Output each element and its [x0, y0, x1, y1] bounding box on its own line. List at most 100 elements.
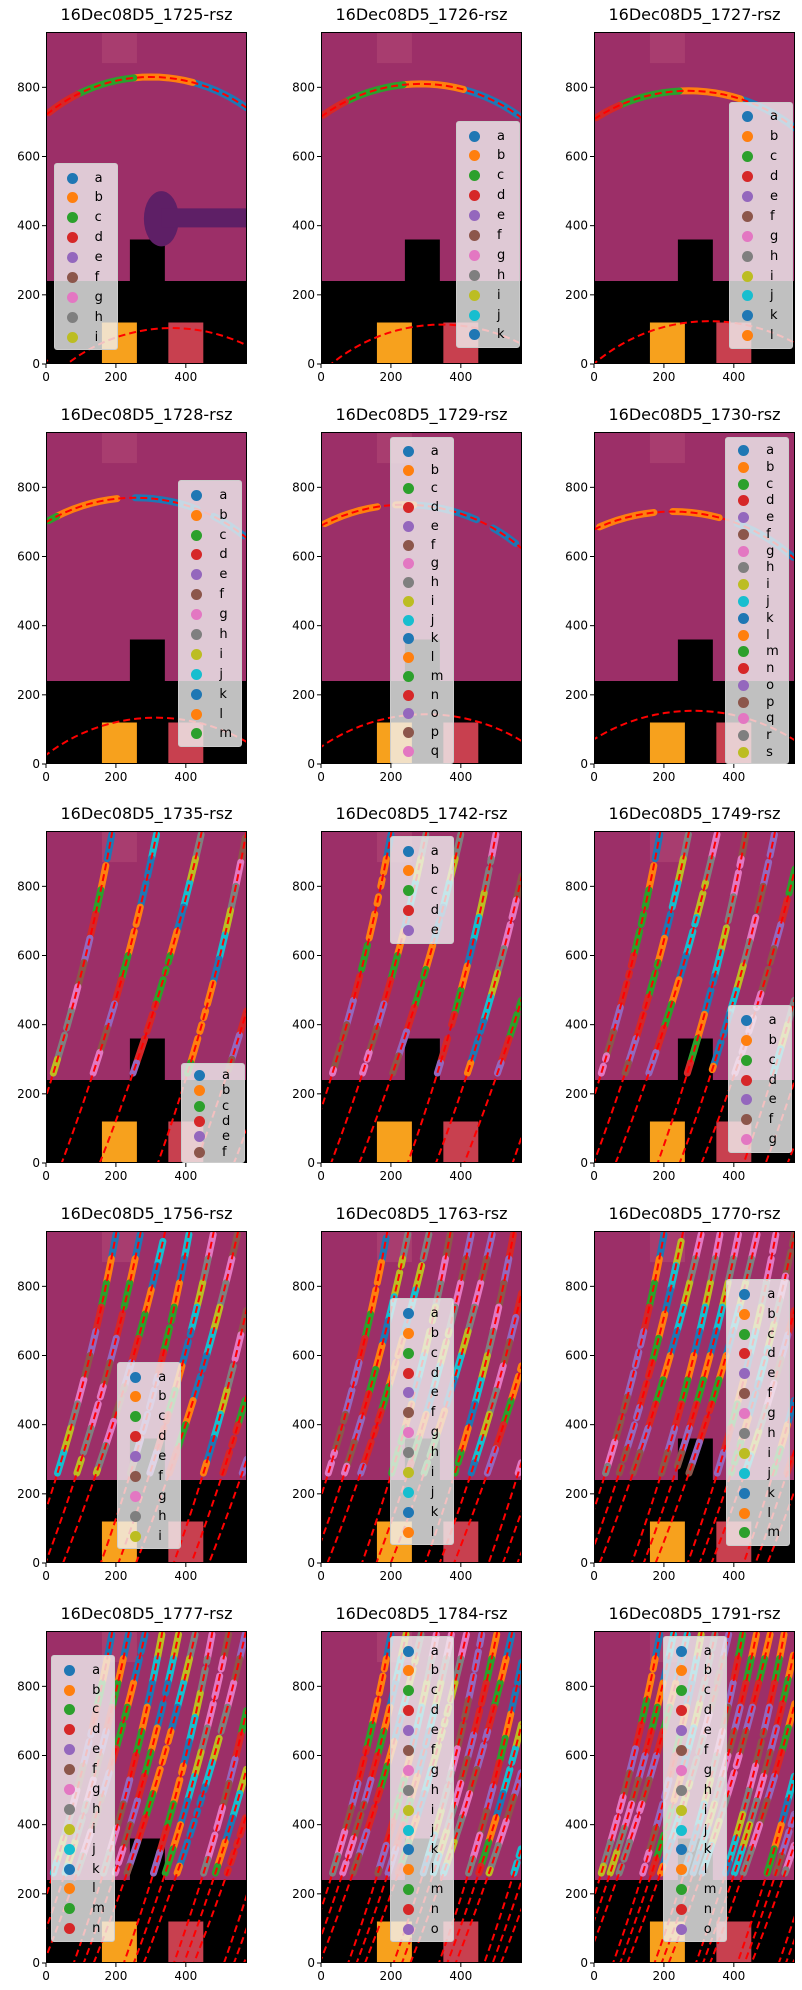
fit-line	[172, 1303, 247, 1563]
axes-frame	[321, 32, 522, 364]
legend-marker	[64, 1803, 76, 1815]
legend-item: a	[664, 1641, 726, 1661]
legend-item: e	[730, 187, 792, 207]
legend-item: i	[179, 644, 241, 664]
x-tick-label: 0	[42, 1569, 50, 1583]
legend-label: h	[94, 309, 103, 325]
legend-item: n	[726, 660, 788, 677]
legend-item: a	[179, 485, 241, 505]
y-tick-label: 200	[292, 1087, 315, 1101]
legend-label: h	[219, 627, 228, 643]
legend-item: n	[391, 1900, 453, 1920]
y-tick-label: 800	[292, 879, 315, 893]
x-tick-label: 400	[174, 1569, 197, 1583]
legend-label: j	[496, 307, 501, 323]
legend-item: h	[391, 1443, 453, 1463]
fit-line	[172, 1704, 247, 1963]
y-tick-label: 600	[292, 150, 315, 164]
legend-label: i	[430, 1465, 435, 1481]
legend-marker	[739, 1408, 751, 1420]
legend-marker	[64, 1923, 76, 1935]
legend-marker	[191, 629, 203, 641]
legend-label: a	[219, 487, 228, 503]
legend-marker	[739, 1288, 751, 1300]
legend-item: d	[391, 1363, 453, 1383]
legend-label: k	[766, 610, 774, 626]
legend-label: k	[769, 308, 778, 324]
legend-marker	[402, 845, 414, 857]
legend-label: e	[92, 1742, 101, 1758]
legend-marker	[402, 1467, 414, 1479]
legend-marker	[402, 1506, 414, 1518]
legend-marker	[402, 652, 414, 664]
x-tick-label: 400	[722, 1969, 745, 1983]
y-tick-label: 200	[292, 688, 315, 702]
legend-label: o	[766, 677, 775, 693]
legend-label: k	[430, 1842, 439, 1858]
y-tick-label: 600	[565, 1749, 588, 1763]
axes-frame	[594, 1231, 795, 1563]
legend-item: j	[457, 305, 519, 325]
legend-marker	[741, 131, 753, 143]
legend-marker	[738, 747, 750, 759]
y-tick-label: 200	[565, 1887, 588, 1901]
legend-item: h	[391, 573, 453, 592]
legend-label: l	[766, 627, 770, 643]
legend-marker	[738, 528, 750, 540]
legend-marker	[130, 1391, 142, 1403]
y-tick-label: 0	[32, 357, 40, 371]
x-tick-label: 200	[104, 770, 127, 784]
x-tick-label: 200	[652, 370, 675, 384]
legend-item: b	[182, 1083, 244, 1098]
x-tick-label: 0	[42, 370, 50, 384]
x-tick-label: 0	[317, 1169, 325, 1183]
legend-marker	[402, 727, 414, 739]
legend-label: f	[766, 526, 771, 542]
legend-item: e	[182, 1129, 244, 1144]
legend-marker	[738, 663, 750, 675]
fit-line	[594, 831, 691, 1163]
legend-item: i	[52, 1819, 114, 1839]
legend-item: f	[726, 526, 788, 543]
legend-label: i	[219, 646, 224, 662]
legend-marker	[64, 1684, 76, 1696]
legend-label: j	[430, 612, 435, 628]
legend-marker	[741, 290, 753, 302]
legend-marker	[402, 1407, 414, 1419]
legend-label: a	[94, 170, 103, 186]
y-tick-label: 600	[17, 949, 40, 963]
legend-marker	[193, 1131, 205, 1143]
legend-item: j	[391, 1820, 453, 1840]
legend-item: k	[179, 684, 241, 704]
legend-item: k	[391, 1502, 453, 1522]
legend-item: g	[179, 605, 241, 625]
legend-marker	[402, 1526, 414, 1538]
legend-label: d	[496, 188, 506, 204]
legend-item: i	[727, 1443, 789, 1463]
legend-label: d	[703, 1703, 712, 1719]
legend-marker	[64, 1903, 76, 1915]
legend-label: c	[768, 1052, 776, 1068]
legend-marker	[741, 310, 753, 322]
legend-label: g	[158, 1488, 167, 1504]
subplot-title: 16Dec08D5_1763-rsz	[335, 1204, 508, 1223]
legend-label: h	[766, 560, 775, 576]
image-stripe	[376, 32, 412, 64]
legend-item: j	[52, 1839, 114, 1859]
legend-marker	[468, 210, 480, 222]
y-tick-label: 0	[32, 1556, 40, 1570]
legend-label: a	[496, 128, 505, 144]
legend-item: f	[118, 1467, 180, 1487]
subplot-title: 16Dec08D5_1729-rsz	[335, 405, 508, 424]
legend-marker	[402, 745, 414, 757]
legend-marker	[738, 696, 750, 708]
x-tick-label: 200	[379, 1969, 402, 1983]
legend-label: p	[766, 694, 775, 710]
image-stripe	[101, 1231, 137, 1263]
x-tick-label: 0	[317, 370, 325, 384]
legend-marker	[402, 925, 414, 937]
y-tick-label: 200	[17, 1487, 40, 1501]
legend-item: g	[664, 1760, 726, 1780]
x-tick-label: 400	[722, 1569, 745, 1583]
